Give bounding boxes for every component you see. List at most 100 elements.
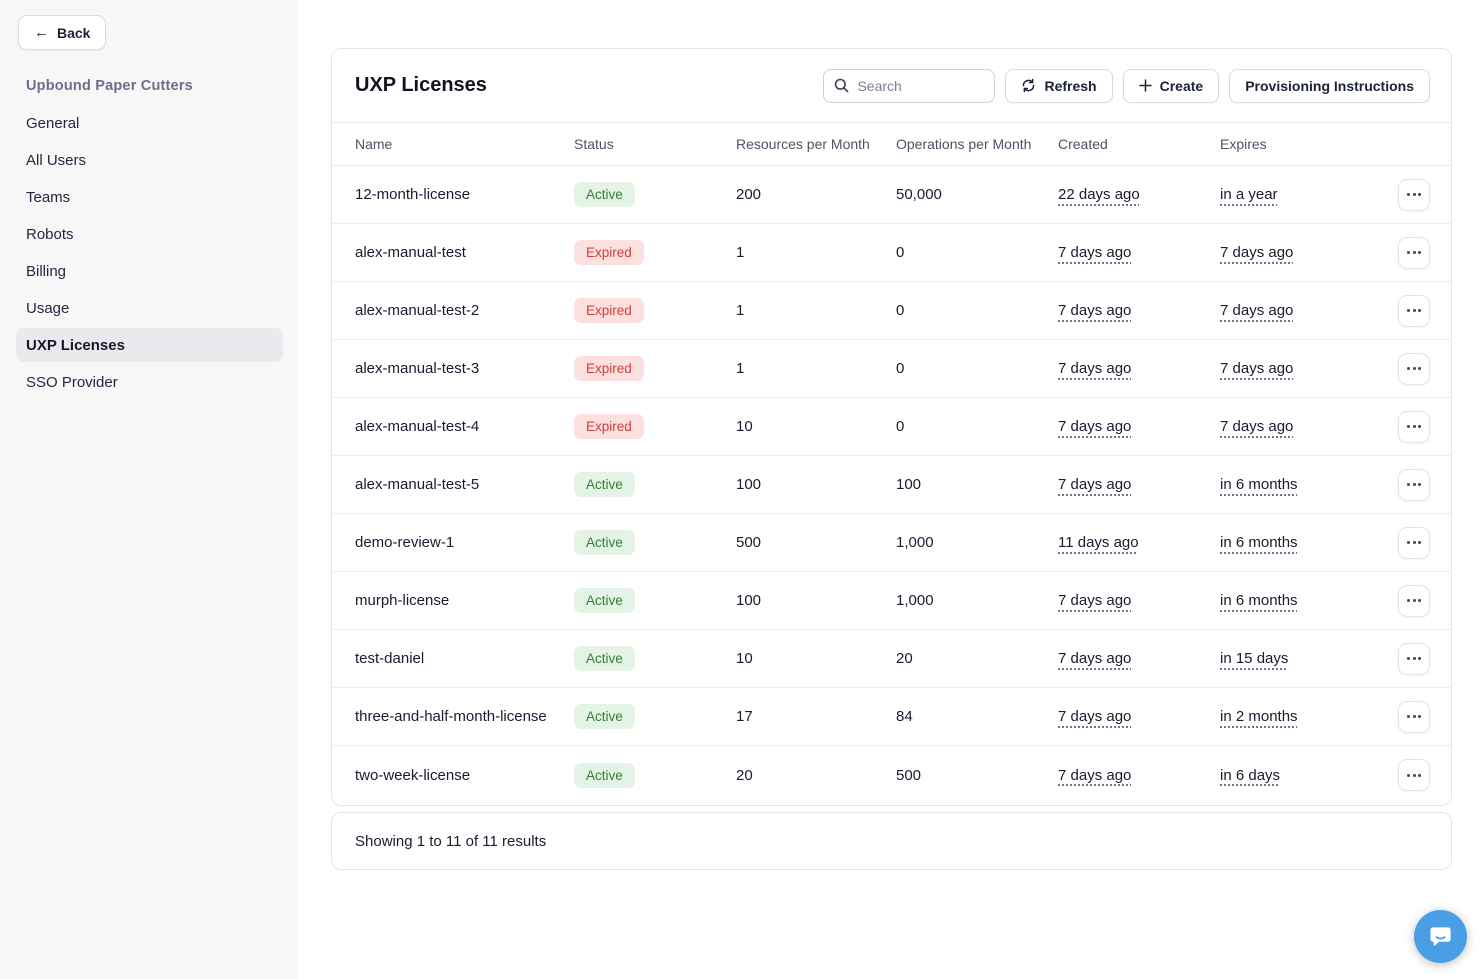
table-row: alex-manual-test-4 Expired 10 0 7 days a…: [332, 398, 1451, 456]
sidebar-item-uxp-licenses[interactable]: UXP Licenses: [16, 328, 283, 362]
status-badge: Active: [574, 704, 635, 729]
status-badge: Expired: [574, 414, 644, 439]
row-actions-button[interactable]: [1398, 468, 1430, 501]
expires-value: 7 days ago: [1220, 244, 1294, 261]
sidebar-item-teams[interactable]: Teams: [16, 180, 283, 214]
expires-value: 7 days ago: [1220, 418, 1294, 435]
license-name: murph-license: [355, 592, 450, 609]
sidebar-item-label: Robots: [26, 225, 74, 243]
back-arrow-icon: ←: [34, 24, 49, 41]
expires-value: 7 days ago: [1220, 360, 1294, 377]
operations-per-month-value: 20: [896, 650, 913, 667]
sidebar: ← Back Upbound Paper Cutters General All…: [0, 0, 298, 979]
license-name: two-week-license: [355, 766, 471, 784]
created-value: 7 days ago: [1058, 650, 1132, 667]
ellipsis-icon: [1407, 541, 1421, 544]
operations-per-month-value: 1,000: [896, 534, 934, 551]
search-input[interactable]: [857, 77, 985, 94]
ellipsis-icon: [1407, 773, 1421, 777]
created-value: 7 days ago: [1058, 244, 1132, 261]
created-value: 22 days ago: [1058, 186, 1140, 203]
page-title: UXP Licenses: [355, 74, 487, 96]
expires-value: in 6 months: [1220, 592, 1298, 609]
row-actions-button[interactable]: [1398, 584, 1430, 617]
operations-per-month-value: 84: [896, 708, 913, 725]
ellipsis-icon: [1407, 193, 1421, 196]
license-name: alex-manual-test-5: [355, 476, 480, 493]
table-row: alex-manual-test-3 Expired 1 0 7 days ag…: [332, 340, 1451, 398]
table-row: test-daniel Active 10 20 7 days ago in 1…: [332, 630, 1451, 688]
row-actions-button[interactable]: [1398, 700, 1430, 733]
row-actions-button[interactable]: [1398, 294, 1430, 327]
resources-per-month-value: 10: [736, 650, 753, 667]
created-value: 7 days ago: [1058, 708, 1132, 725]
sidebar-item-label: Usage: [26, 299, 70, 317]
back-button[interactable]: ← Back: [18, 15, 107, 50]
row-actions-button[interactable]: [1398, 236, 1430, 269]
created-value: 7 days ago: [1058, 766, 1132, 784]
column-header-status: Status: [574, 136, 614, 152]
operations-per-month-value: 50,000: [896, 186, 942, 203]
row-actions-button[interactable]: [1398, 642, 1430, 675]
resources-per-month-value: 1: [736, 244, 745, 261]
operations-per-month-value: 500: [896, 766, 922, 784]
sidebar-item-general[interactable]: General: [16, 106, 283, 140]
sidebar-item-billing[interactable]: Billing: [16, 254, 283, 288]
resources-per-month-value: 10: [736, 418, 753, 435]
created-value: 7 days ago: [1058, 476, 1132, 493]
operations-per-month-value: 0: [896, 302, 905, 319]
resources-per-month-value: 100: [736, 476, 762, 493]
row-actions-button[interactable]: [1398, 526, 1430, 559]
operations-per-month-value: 0: [896, 360, 905, 377]
chat-launcher-button[interactable]: [1414, 910, 1467, 963]
sidebar-item-label: UXP Licenses: [26, 336, 125, 354]
license-name: alex-manual-test-4: [355, 418, 480, 435]
row-actions-button[interactable]: [1398, 410, 1430, 443]
column-header-operations: Operations per Month: [896, 136, 1032, 152]
create-button[interactable]: Create: [1122, 68, 1220, 103]
refresh-button-label: Refresh: [1044, 77, 1097, 94]
sidebar-item-label: All Users: [26, 151, 87, 169]
license-name: alex-manual-test-3: [355, 360, 480, 377]
table-body: 12-month-license Active 200 50,000 22 da…: [332, 166, 1451, 804]
row-actions-button[interactable]: [1398, 178, 1430, 211]
table-row: two-week-license Active 20 500 7 days ag…: [332, 746, 1451, 804]
sidebar-item-sso-provider[interactable]: SSO Provider: [16, 365, 283, 399]
provisioning-instructions-button[interactable]: Provisioning Instructions: [1229, 68, 1430, 103]
license-name: three-and-half-month-license: [355, 708, 547, 725]
create-button-label: Create: [1159, 77, 1204, 94]
results-footer: Showing 1 to 11 of 11 results: [331, 812, 1452, 870]
refresh-icon: [1021, 78, 1036, 93]
sidebar-item-label: Teams: [26, 188, 71, 206]
status-badge: Active: [574, 588, 635, 613]
resources-per-month-value: 500: [736, 534, 762, 551]
organization-title: Upbound Paper Cutters: [26, 78, 193, 94]
table-row: alex-manual-test-2 Expired 1 0 7 days ag…: [332, 282, 1451, 340]
uxp-licenses-card: UXP Licenses: [331, 48, 1452, 806]
status-badge: Active: [574, 646, 635, 671]
sidebar-item-usage[interactable]: Usage: [16, 291, 283, 325]
created-value: 7 days ago: [1058, 592, 1132, 609]
row-actions-button[interactable]: [1398, 352, 1430, 385]
sidebar-item-label: Billing: [26, 262, 67, 280]
license-name: test-daniel: [355, 650, 425, 667]
expires-value: in 15 days: [1220, 650, 1289, 667]
ellipsis-icon: [1407, 425, 1421, 428]
expires-value: in a year: [1220, 186, 1278, 203]
refresh-button[interactable]: Refresh: [1005, 68, 1113, 103]
resources-per-month-value: 1: [736, 360, 745, 377]
resources-per-month-value: 17: [736, 708, 753, 725]
expires-value: in 6 days: [1220, 766, 1281, 784]
created-value: 7 days ago: [1058, 302, 1132, 319]
sidebar-item-label: General: [26, 114, 80, 132]
table-row: demo-review-1 Active 500 1,000 11 days a…: [332, 514, 1451, 572]
row-actions-button[interactable]: [1398, 759, 1430, 791]
results-summary: Showing 1 to 11 of 11 results: [355, 832, 547, 850]
operations-per-month-value: 0: [896, 244, 905, 261]
operations-per-month-value: 0: [896, 418, 905, 435]
expires-value: in 6 months: [1220, 476, 1298, 493]
toolbar-actions: Refresh Create Provisioning Instructions: [823, 68, 1430, 103]
sidebar-item-all-users[interactable]: All Users: [16, 143, 283, 177]
expires-value: in 6 months: [1220, 534, 1298, 551]
sidebar-item-robots[interactable]: Robots: [16, 217, 283, 251]
